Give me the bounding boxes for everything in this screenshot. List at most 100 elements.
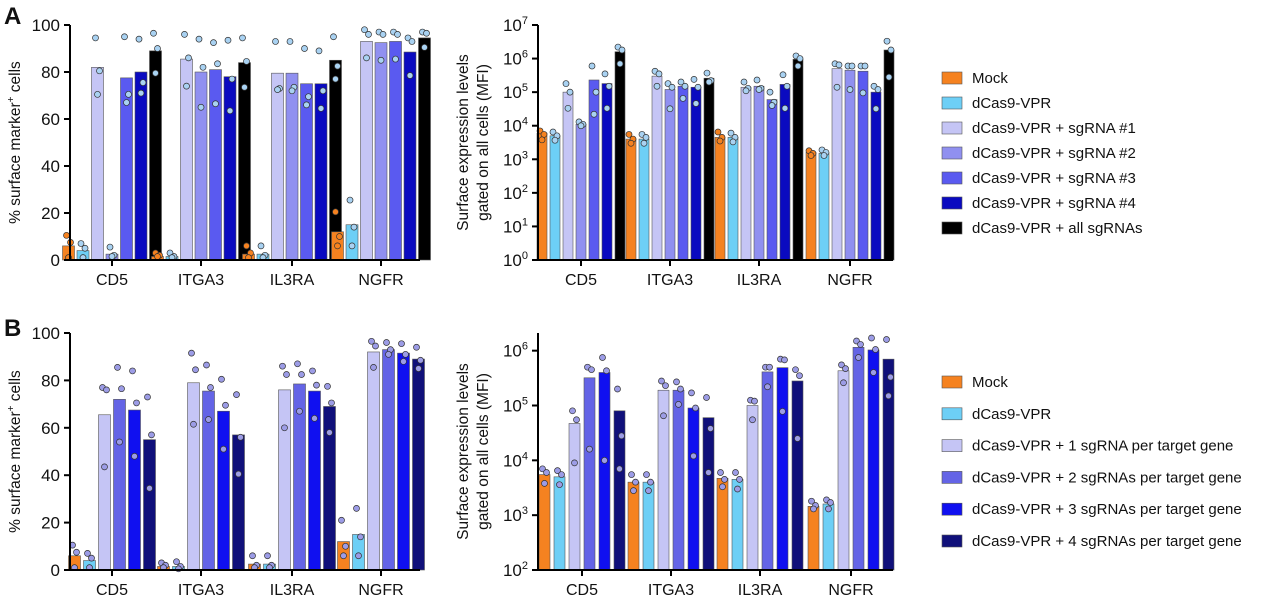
data-point	[556, 481, 563, 489]
data-point	[332, 208, 339, 216]
data-point	[616, 60, 624, 68]
data-point	[332, 75, 339, 83]
data-point	[365, 31, 372, 38]
tick-base: 10	[503, 217, 522, 236]
data-point	[719, 483, 726, 491]
data-point	[361, 26, 368, 34]
data-point	[385, 350, 392, 358]
data-point	[673, 378, 680, 386]
legend-swatch	[941, 96, 963, 110]
legend-swatch	[941, 71, 963, 85]
data-point	[721, 475, 728, 483]
data-point	[690, 76, 698, 83]
data-point	[88, 554, 95, 562]
bar	[143, 439, 156, 571]
data-point	[125, 90, 132, 98]
data-point	[694, 83, 702, 91]
y-axis-label: Surface expression levels	[455, 363, 472, 540]
data-point	[298, 371, 305, 378]
legend-label: dCas9-VPR + sgRNA #1	[972, 120, 1136, 137]
data-point	[566, 88, 574, 96]
x-tick-label: IL3RA	[270, 272, 315, 289]
data-point	[243, 242, 250, 250]
legend-label: dCas9-VPR + sgRNA #2	[972, 145, 1136, 162]
legend-label: Mock	[972, 70, 1008, 87]
y-tick-label: 40	[41, 466, 60, 485]
panel-label-b: B	[4, 315, 21, 342]
data-point	[727, 129, 735, 137]
bar	[702, 417, 715, 571]
bar	[642, 481, 655, 571]
bar	[831, 68, 843, 261]
bar	[418, 37, 431, 261]
data-point	[154, 45, 161, 52]
data-point	[350, 223, 358, 231]
x-tick-label: NGFR	[358, 582, 403, 598]
y-tick-label: 103	[503, 149, 528, 169]
y-tick-label: 60	[41, 110, 60, 129]
data-point	[313, 381, 320, 389]
data-point	[154, 253, 161, 260]
data-point	[618, 46, 626, 54]
legend-swatch	[941, 471, 963, 484]
y-axis-label: Surface expression levels	[455, 54, 472, 231]
data-point	[688, 389, 695, 397]
bar	[397, 352, 410, 571]
data-point	[794, 62, 802, 70]
data-point	[148, 431, 155, 439]
data-point	[363, 54, 370, 62]
data-point	[203, 361, 210, 369]
data-point	[303, 101, 310, 109]
data-point	[77, 240, 85, 247]
data-point	[228, 75, 236, 83]
data-point	[827, 499, 834, 506]
data-point	[590, 110, 598, 118]
data-point	[714, 128, 722, 136]
data-point	[677, 385, 684, 393]
y-tick-label: 101	[503, 216, 528, 236]
bar	[867, 349, 880, 571]
bar	[575, 124, 587, 261]
data-point	[288, 87, 296, 95]
data-point	[859, 89, 867, 97]
tick-base: 10	[503, 184, 522, 203]
data-point	[564, 104, 572, 112]
x-tick-label: CD5	[96, 272, 128, 289]
data-point	[753, 76, 761, 84]
data-point	[237, 433, 244, 441]
data-point	[423, 29, 430, 37]
data-point	[692, 100, 700, 107]
data-point	[543, 469, 550, 476]
tick-exponent: 5	[522, 396, 528, 408]
data-point	[766, 363, 773, 371]
data-point	[207, 384, 214, 391]
x-tick-label: CD5	[565, 272, 597, 289]
data-point	[872, 346, 879, 353]
data-point	[294, 360, 301, 368]
bar	[128, 409, 141, 571]
data-point	[73, 548, 80, 556]
data-point	[183, 82, 190, 90]
tick-exponent: 5	[522, 82, 528, 94]
data-point	[705, 469, 712, 476]
data-point	[792, 366, 799, 374]
data-point	[643, 471, 650, 478]
bar	[285, 72, 299, 261]
legend-label: dCas9-VPR + 2 sgRNAs per target gene	[972, 469, 1242, 486]
bar	[329, 59, 342, 261]
tick-exponent: 4	[522, 116, 528, 128]
data-point	[653, 82, 661, 90]
data-point	[340, 552, 347, 560]
data-point	[538, 136, 546, 144]
data-point	[749, 416, 756, 424]
tick-base: 10	[503, 397, 522, 416]
y-tick-label: 100	[503, 250, 528, 270]
bar	[807, 506, 820, 571]
bar	[852, 347, 865, 571]
bar	[714, 137, 726, 261]
bar	[568, 423, 581, 571]
tick-exponent: 6	[522, 49, 528, 61]
data-point	[394, 31, 401, 38]
data-point	[63, 231, 70, 239]
data-point	[887, 46, 895, 54]
